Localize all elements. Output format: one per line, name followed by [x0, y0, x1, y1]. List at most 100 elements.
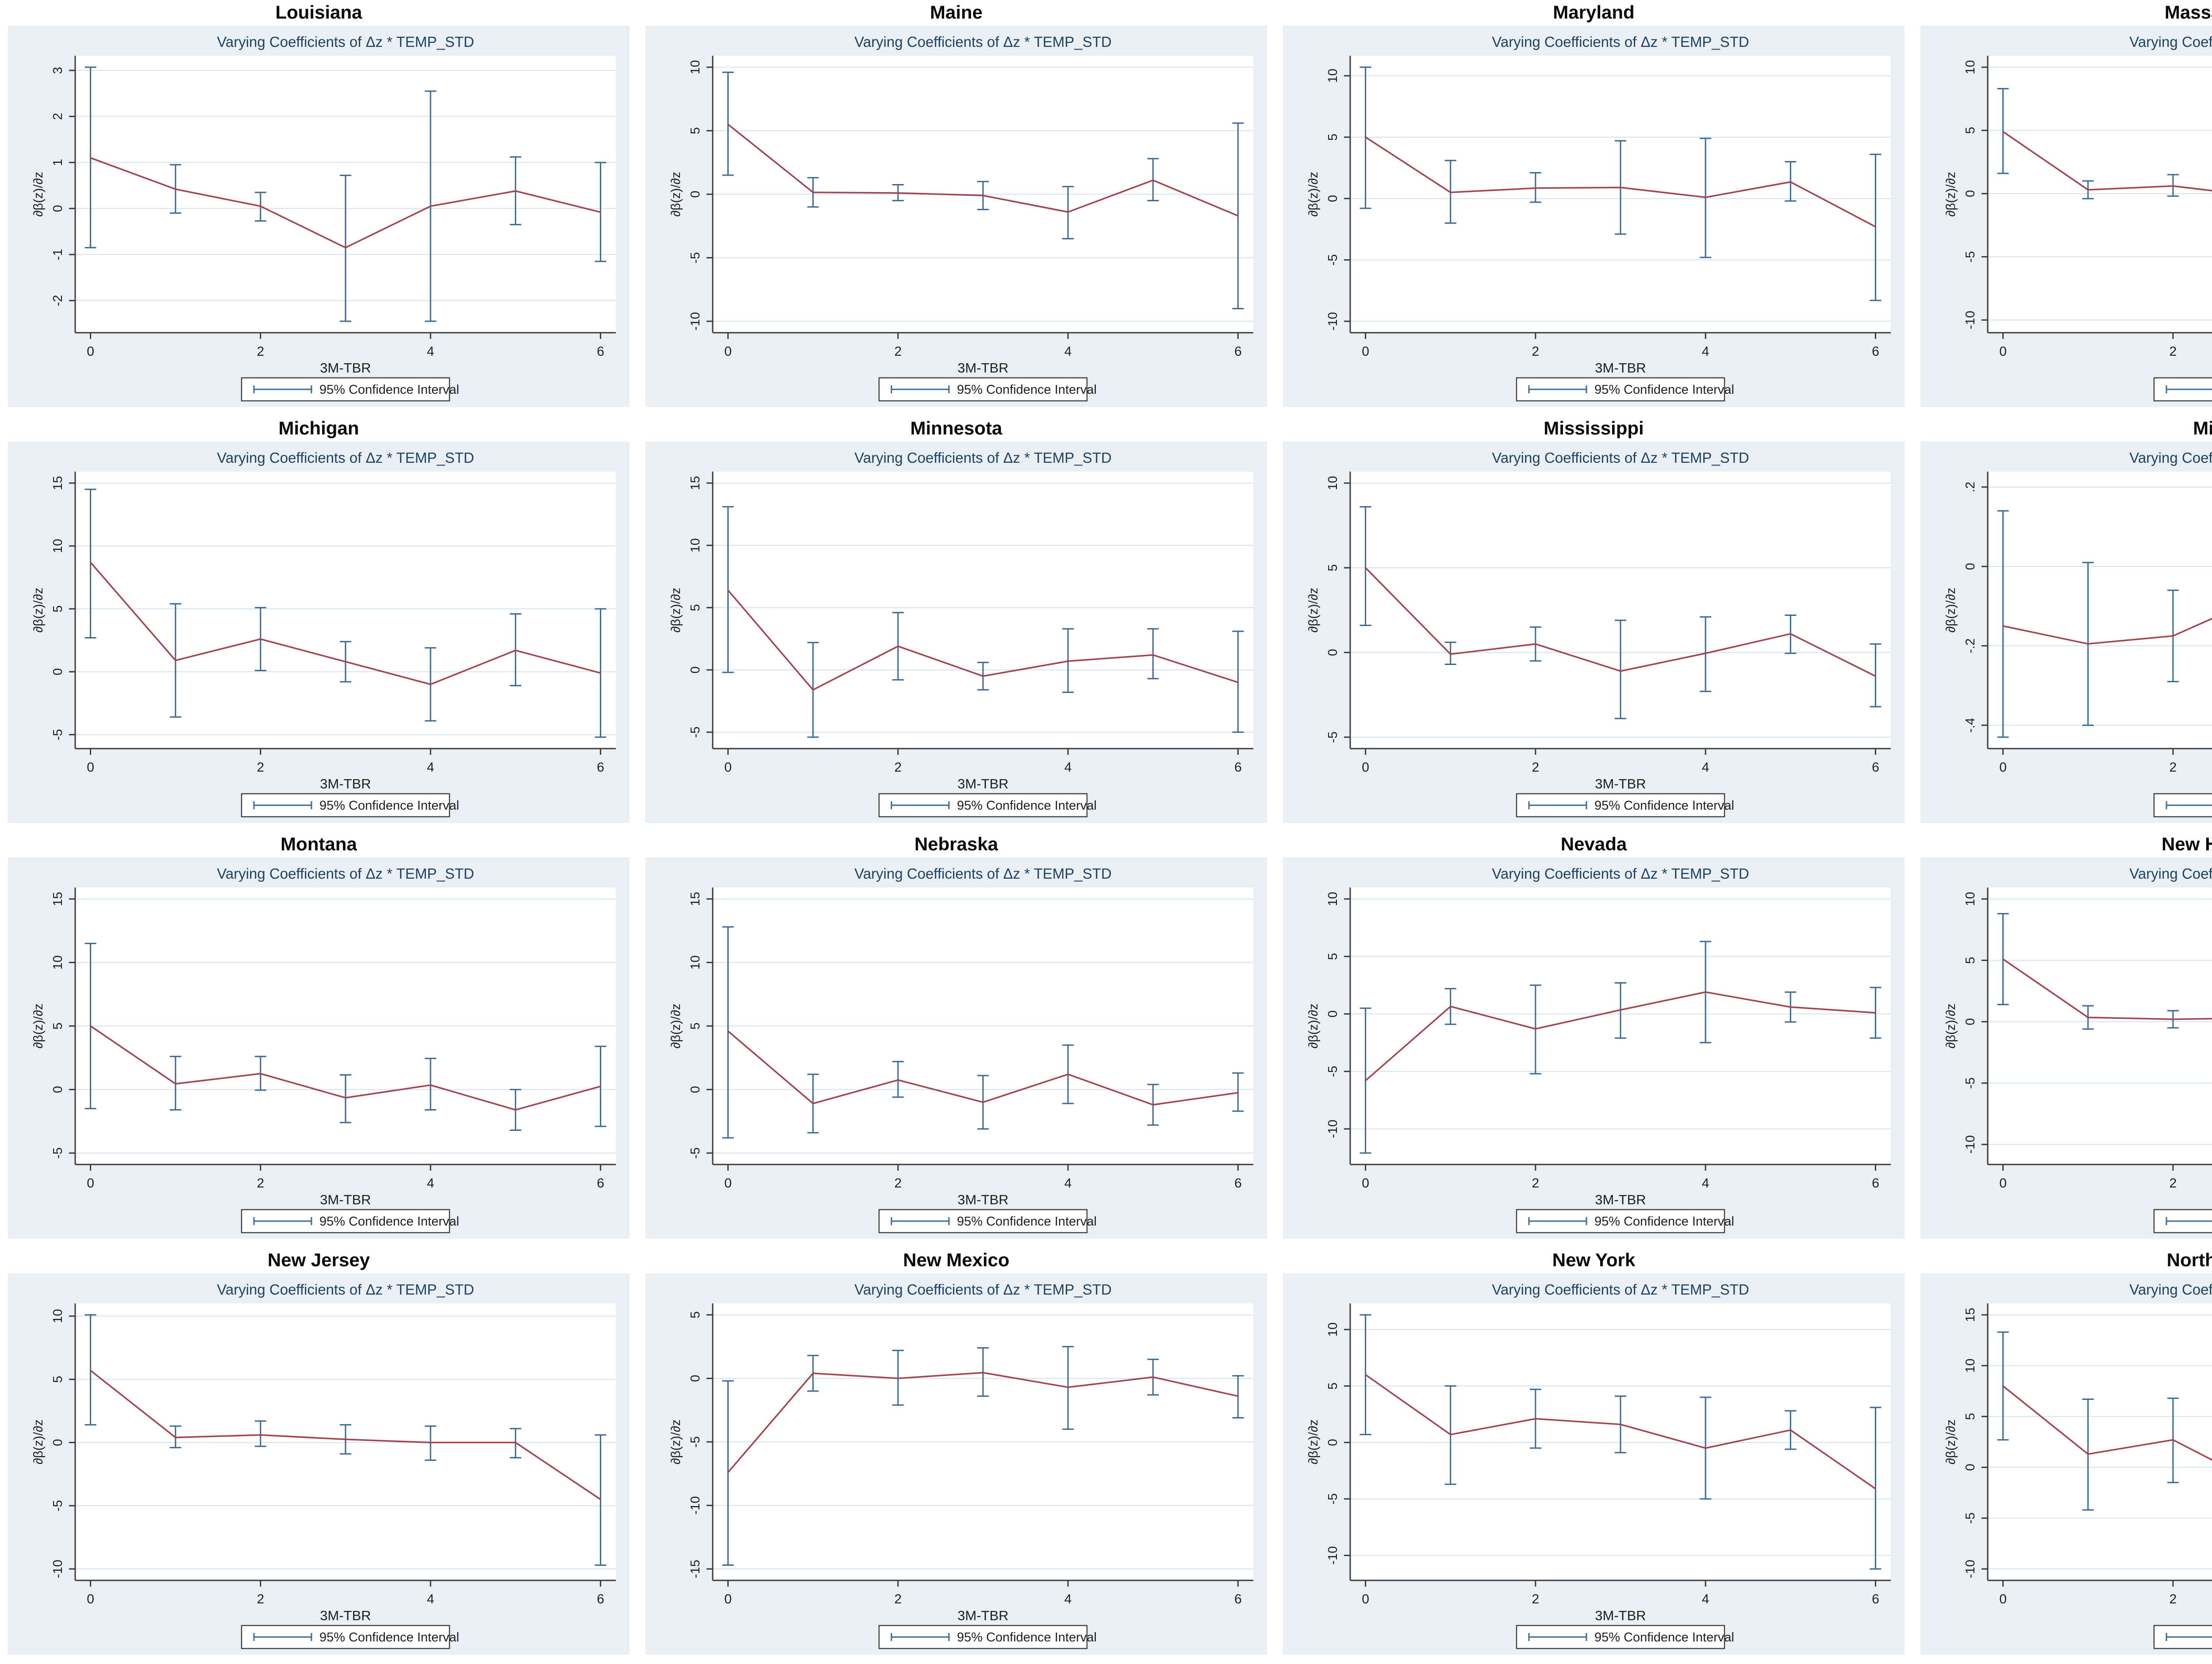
x-tick-label: 0 [724, 1592, 732, 1606]
plot-area [1988, 888, 2212, 1164]
chart-cell-mississippi: Mississippi Varying Coefficients of Δz * … [1275, 416, 1912, 832]
chart-subtitle: Varying Coefficients of Δz * TEMP_STD [217, 865, 474, 882]
ci-bar [1232, 1375, 1244, 1418]
y-tick-label: 15 [51, 476, 65, 490]
y-tick-label: -10 [51, 1560, 65, 1578]
legend-label: 95% Confidence Interval [1594, 1630, 1734, 1645]
x-tick-label: 6 [1872, 760, 1879, 775]
y-tick-label: 15 [688, 476, 703, 490]
ci-bar [1359, 506, 1371, 626]
y-tick-label: -5 [1963, 1512, 1978, 1524]
y-tick-label: -5 [1326, 731, 1340, 743]
x-tick-label: 2 [2170, 1592, 2177, 1606]
x-tick-label: 6 [597, 344, 604, 359]
x-tick-label: 6 [1234, 1592, 1242, 1606]
y-tick-label: -10 [1963, 1560, 1978, 1578]
x-tick-label: 4 [1064, 344, 1072, 359]
y-tick-label: 15 [51, 892, 65, 906]
y-tick-label: 0 [51, 1086, 65, 1093]
y-tick-label: 10 [51, 1309, 65, 1323]
legend-label: 95% Confidence Interval [319, 1214, 459, 1229]
x-tick-label: 2 [895, 1176, 902, 1191]
legend: 95% Confidence Interval [241, 1625, 459, 1649]
legend: 95% Confidence Interval [878, 1209, 1097, 1234]
chart-cell-missouri: Missouri Varying Coefficients of Δz * TEM… [1912, 416, 2212, 832]
chart-subtitle: Varying Coefficients of Δz * TEMP_STD [1492, 34, 1749, 50]
y-tick-label: 3 [51, 67, 65, 74]
x-axis-title: 3M-TBR [1595, 1192, 1646, 1207]
y-axis-title: ∂β(z)/∂z [1306, 172, 1321, 217]
legend: 95% Confidence Interval [1516, 377, 1734, 402]
y-tick-label: -5 [51, 1500, 65, 1511]
legend: 95% Confidence Interval [2153, 377, 2212, 402]
chart-subtitle: Varying Coefficients of Δz * TEMP_STD [2129, 1281, 2212, 1298]
y-tick-label: -5 [1326, 254, 1340, 266]
x-tick-label: 6 [1234, 760, 1242, 775]
x-tick-label: 4 [427, 760, 434, 775]
x-tick-label: 0 [1999, 1176, 2007, 1191]
chart-nevada: Nevada Varying Coefficients of Δz * TEMP_… [1283, 834, 1905, 1239]
x-tick-label: 4 [1064, 760, 1072, 775]
x-tick-label: 2 [257, 344, 265, 359]
legend: 95% Confidence Interval [1516, 1209, 1734, 1234]
y-tick-label: 10 [51, 955, 65, 969]
chart-michigan: Michigan Varying Coefficients of Δz * TEM… [8, 418, 630, 823]
legend: 95% Confidence Interval [2153, 1625, 2212, 1649]
x-axis-title: 3M-TBR [957, 1192, 1008, 1207]
x-tick-label: 2 [257, 760, 265, 775]
y-tick-label: 0 [51, 1439, 65, 1446]
y-axis-title: ∂β(z)/∂z [669, 172, 683, 217]
y-axis-title: ∂β(z)/∂z [31, 1419, 46, 1464]
ci-legend-icon [2166, 1633, 2212, 1641]
y-tick-label: 0 [688, 1375, 703, 1382]
x-axis-title: 3M-TBR [957, 360, 1008, 376]
ci-legend-icon [1528, 801, 1587, 809]
chart-state-title: New York [1552, 1249, 1636, 1270]
y-tick-label: -.2 [1963, 638, 1978, 653]
x-tick-label: 0 [87, 1592, 94, 1606]
y-tick-label: 10 [51, 539, 65, 553]
legend: 95% Confidence Interval [241, 1209, 459, 1234]
chart-cell-nevada: Nevada Varying Coefficients of Δz * TEMP_… [1275, 832, 1912, 1248]
coefficient-line [727, 1030, 1238, 1106]
ci-bar [254, 1420, 266, 1447]
chart-state-title: Montana [280, 834, 357, 854]
y-axis-title: ∂β(z)/∂z [669, 1003, 683, 1049]
chart-subtitle: Varying Coefficients of Δz * TEMP_STD [854, 1281, 1111, 1298]
x-tick-label: 2 [257, 1592, 265, 1606]
chart-cell-new-hampshire: New Hampshire Varying Coefficients of Δz … [1912, 832, 2212, 1248]
plot-area [1988, 1303, 2212, 1580]
y-tick-label: 15 [688, 892, 703, 906]
y-tick-label: 5 [688, 1311, 703, 1318]
y-tick-label: -.4 [1963, 718, 1978, 733]
ci-legend-icon [253, 385, 312, 393]
y-tick-label: 2 [51, 113, 65, 120]
x-tick-label: 6 [597, 760, 604, 775]
legend: 95% Confidence Interval [2153, 793, 2212, 818]
x-tick-label: 6 [1234, 344, 1242, 359]
x-tick-label: 2 [2170, 344, 2177, 359]
y-tick-label: -10 [1963, 311, 1978, 329]
y-tick-label: 10 [1326, 1322, 1340, 1337]
ci-legend-icon [253, 1633, 312, 1641]
ci-legend-icon [253, 801, 312, 809]
chart-state-title: Minnesota [910, 418, 1002, 438]
chart-north-carolina: North Carolina Varying Coefficients of Δz… [1920, 1249, 2212, 1655]
chart-state-title: Maine [930, 2, 983, 23]
ci-bar [1997, 510, 2009, 738]
ci-legend-icon [2166, 1217, 2212, 1225]
legend-label: 95% Confidence Interval [957, 799, 1097, 813]
x-axis-title: 3M-TBR [1595, 360, 1646, 376]
chart-state-title: Mississippi [1544, 418, 1644, 438]
y-tick-label: -5 [51, 729, 65, 741]
chart-new-mexico: New Mexico Varying Coefficients of Δz * T… [645, 1249, 1267, 1655]
legend: 95% Confidence Interval [241, 377, 459, 402]
y-tick-label: -5 [688, 1436, 703, 1448]
ci-legend-icon [891, 1217, 950, 1225]
ci-bar [340, 1074, 351, 1123]
chart-subtitle: Varying Coefficients of Δz * TEMP_STD [1492, 865, 1749, 882]
y-tick-label: 0 [688, 191, 703, 198]
x-tick-label: 4 [1702, 760, 1709, 775]
y-tick-label: 5 [688, 604, 703, 611]
x-axis-title: 3M-TBR [1595, 1608, 1646, 1623]
